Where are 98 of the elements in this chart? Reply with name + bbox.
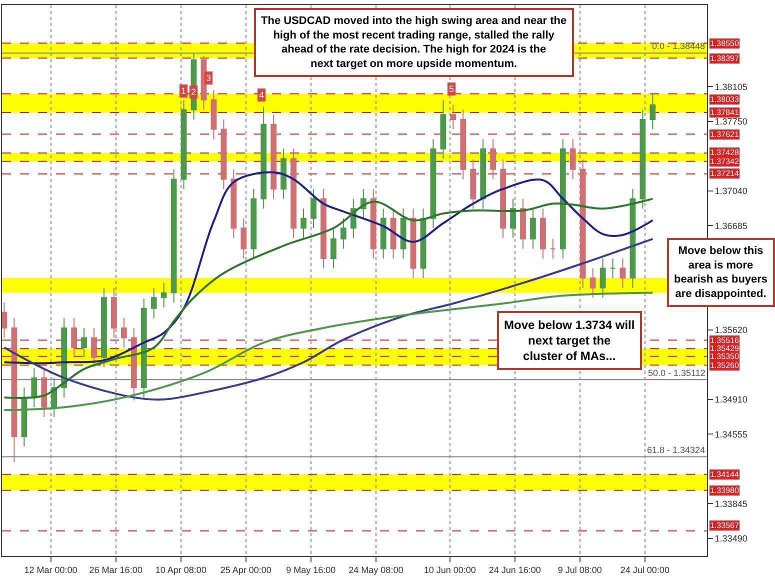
- x-tick-label: 24 May 08:00: [348, 564, 404, 575]
- candlestick: [300, 208, 306, 238]
- x-tick-label: 24 Jun 16:00: [488, 564, 541, 575]
- candlestick: [210, 90, 217, 140]
- y-tick-label: 1.33490: [714, 534, 748, 544]
- x-tick-label: 26 Mar 16:00: [89, 564, 142, 575]
- y-tick-label: 1.37750: [714, 116, 748, 127]
- ref-line-label: 1.37342: [710, 157, 740, 166]
- ref-line-label: 1.38550: [710, 39, 740, 48]
- ref-line-label: 1.33567: [710, 521, 740, 530]
- candlestick: [540, 208, 546, 259]
- candlestick: [570, 138, 576, 180]
- ref-line-label: 1.34144: [710, 470, 740, 479]
- x-tick-label: 9 Jul 08:00: [558, 564, 602, 575]
- annotation: 0.0 - 1.38448: [652, 41, 706, 51]
- annotation: 4: [259, 90, 264, 100]
- ref-line-label: 1.37841: [710, 108, 740, 117]
- candlestick: [640, 109, 646, 210]
- y-tick-label: 1.34910: [714, 394, 748, 405]
- annotation: 5: [449, 84, 454, 94]
- ref-line-label: 1.38397: [710, 54, 740, 63]
- line-series: [3, 171, 654, 364]
- candlestick: [580, 159, 586, 288]
- candlestick: [230, 168, 237, 238]
- x-tick-label: 9 May 16:00: [286, 564, 336, 575]
- y-tick-label: 1.37040: [714, 186, 748, 196]
- annotation: The USDCAD moved into the high swing area and near the high of the most recent trading range, stalled the rally ahead of the rate decision. The high for 2024 is the next target on more upside momentum.: [261, 15, 567, 70]
- candlestick: [610, 258, 616, 279]
- x-tick-label: 24 Jul 00:00: [620, 564, 670, 575]
- candlestick: [130, 327, 137, 401]
- candlestick: [140, 298, 147, 398]
- ref-line-label: 1.37428: [710, 148, 740, 157]
- candlestick: [460, 109, 466, 180]
- candlestick: [470, 159, 476, 210]
- annotation: Move below 1.3734 will next target the cluster of MAs...: [504, 318, 635, 364]
- candlestick: [380, 208, 386, 259]
- ref-line-label: 1.35516: [710, 336, 740, 345]
- y-tick-label: 1.36685: [714, 220, 748, 231]
- candlestick: [430, 138, 436, 229]
- candlestick: [280, 148, 286, 200]
- candlestick: [370, 188, 376, 259]
- ref-line-label: 1.35350: [710, 352, 740, 361]
- candlestick: [260, 106, 267, 210]
- candlestick: [2, 302, 8, 338]
- candlestick: [111, 287, 117, 338]
- candlestick: [320, 188, 326, 269]
- y-tick-label: 1.33845: [714, 498, 748, 509]
- candlestick: [310, 188, 316, 229]
- y-tick-label: 1.38105: [714, 82, 748, 92]
- candlestick: [590, 268, 596, 298]
- ref-line-label: 1.35429: [710, 344, 740, 353]
- candlestick: [330, 228, 336, 269]
- candlestick: [31, 368, 38, 408]
- candlestick: [520, 198, 526, 250]
- candlestick: [500, 159, 506, 238]
- annotation: Move below this area is more bearish as buyers are disappointed.: [674, 245, 768, 300]
- annotation: 3: [206, 73, 212, 83]
- annotation: 1: [181, 86, 186, 96]
- candlestick: [490, 138, 496, 180]
- ref-line-label: 1.37621: [710, 130, 740, 139]
- candlestick: [560, 138, 566, 259]
- candlestick: [450, 104, 456, 130]
- candlestick: [510, 198, 516, 238]
- ref-line-label: 1.38033: [710, 95, 740, 104]
- candlestick: [550, 238, 556, 259]
- x-tick-label: 25 Apr 00:00: [220, 564, 272, 575]
- candlestick: [530, 208, 536, 250]
- ref-line-label: 1.35260: [710, 361, 740, 370]
- candlestick: [620, 258, 626, 288]
- candlestick: [150, 287, 157, 319]
- candlestick: [101, 287, 107, 368]
- x-tick-label: 12 Mar 00:00: [24, 564, 78, 575]
- y-tick-label: 1.34555: [714, 429, 748, 440]
- candlestick: [480, 138, 486, 210]
- candlestick: [440, 99, 446, 160]
- candlestick: [240, 218, 247, 259]
- candlestick: [290, 148, 296, 238]
- candlestick: [220, 119, 227, 190]
- ref-line-label: 1.33980: [710, 486, 740, 495]
- candlestick: [81, 327, 87, 358]
- candlestick: [120, 318, 127, 348]
- candlestick: [340, 218, 346, 250]
- candlestick: [180, 99, 187, 190]
- annotation: 2: [191, 87, 196, 97]
- candlestick: [270, 114, 277, 200]
- candlestick: [41, 368, 48, 418]
- candlestick: [170, 168, 177, 304]
- x-tick-label: 10 Apr 08:00: [155, 564, 206, 575]
- candlestick: [71, 318, 77, 358]
- candlestick: [250, 188, 257, 259]
- candlestick: [91, 327, 97, 368]
- annotation: 61.8 - 1.34324: [647, 445, 706, 455]
- annotation: 50.0 - 1.35112: [648, 368, 706, 378]
- candlestick: [650, 94, 656, 130]
- x-tick-label: 10 Jun 00:00: [424, 564, 476, 575]
- candlestick: [160, 282, 167, 308]
- ref-line-label: 1.37214: [710, 169, 740, 178]
- y-tick-label: 1.35620: [714, 325, 748, 336]
